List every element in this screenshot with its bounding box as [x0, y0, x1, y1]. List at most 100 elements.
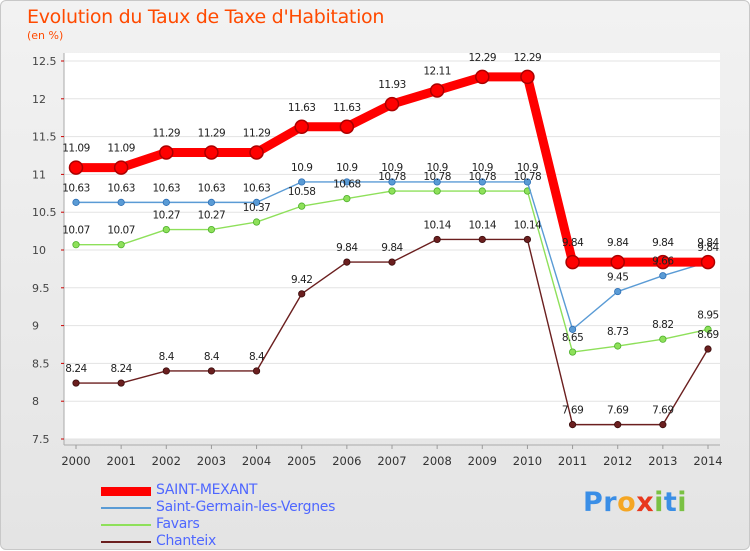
data-point — [388, 178, 396, 186]
data-label: 9.45 — [607, 272, 628, 284]
x-tick-label: 2009 — [468, 454, 497, 468]
data-point — [433, 187, 441, 195]
data-point — [162, 367, 170, 375]
data-label: 10.9 — [381, 162, 402, 174]
x-tick-label: 2003 — [197, 454, 226, 468]
data-label: 10.63 — [243, 182, 271, 194]
data-label: 8.24 — [65, 363, 87, 375]
data-point — [614, 287, 622, 296]
chart-subtitle: (en %) — [27, 29, 64, 42]
data-point — [249, 145, 264, 160]
plot-area — [64, 53, 720, 439]
data-point — [433, 178, 441, 186]
x-tick-label: 2002 — [152, 454, 181, 468]
data-label: 12.29 — [469, 52, 497, 64]
data-point — [610, 254, 625, 270]
data-point — [204, 145, 219, 160]
x-tick-label: 2011 — [558, 454, 587, 468]
logo-letter: P — [583, 487, 604, 518]
data-label: 11.29 — [153, 127, 181, 139]
data-label: 8.65 — [562, 332, 583, 344]
data-point — [478, 187, 486, 195]
data-point — [659, 421, 667, 429]
data-label: 10.78 — [514, 171, 542, 183]
x-tick-label: 2001 — [107, 454, 136, 468]
data-point — [520, 69, 535, 85]
data-point — [343, 194, 351, 203]
logo-letter: i — [654, 487, 664, 518]
data-label: 10.9 — [517, 162, 538, 174]
data-label: 11.63 — [333, 102, 361, 114]
x-tick-label: 2005 — [287, 454, 316, 468]
legend-swatch — [101, 486, 151, 496]
data-point — [568, 421, 577, 429]
data-point — [162, 225, 170, 234]
data-point — [523, 235, 532, 244]
logo-letter: t — [663, 487, 678, 518]
x-tick-label: 2008 — [423, 454, 452, 468]
data-point — [207, 225, 216, 234]
data-point — [68, 160, 84, 175]
data-point — [614, 342, 622, 350]
data-point — [478, 178, 486, 186]
data-label: 10.14 — [469, 219, 497, 231]
data-label: 9.42 — [291, 274, 312, 286]
data-label: 7.69 — [607, 405, 628, 417]
data-label: 12.11 — [423, 65, 451, 77]
data-label: 11.93 — [378, 79, 406, 91]
data-point — [659, 272, 667, 280]
data-point — [339, 119, 355, 135]
data-point — [343, 258, 351, 266]
x-tick-label: 2010 — [513, 454, 542, 468]
x-tick-label: 2014 — [693, 454, 722, 468]
y-tick-label: 10.5 — [32, 206, 57, 219]
y-tick-label: 9.5 — [32, 282, 50, 295]
x-tick-label: 2006 — [332, 454, 361, 468]
y-tick-label: 11 — [32, 168, 46, 181]
line-chart: 7.5 8 8.5 9 9.5 10 10.5 11 11.5 12 12.5 2000 2001 200… — [32, 52, 723, 468]
data-point — [72, 241, 80, 249]
data-label: 10.9 — [426, 162, 447, 174]
data-label: 8.73 — [607, 326, 628, 338]
data-point — [298, 290, 306, 298]
y-tick-label: 10 — [32, 244, 46, 257]
data-label: 10.07 — [62, 225, 90, 237]
y-tick-label: 11.5 — [32, 131, 57, 144]
x-tick-label: 2007 — [377, 454, 406, 468]
data-label: 10.78 — [378, 171, 406, 183]
x-tick-label: 2004 — [242, 454, 271, 468]
data-label: 8.69 — [697, 329, 718, 341]
data-point — [117, 198, 125, 206]
data-point — [704, 325, 712, 333]
y-tick-label: 12.5 — [32, 55, 57, 68]
data-point — [523, 178, 532, 186]
data-label: 9.84 — [607, 237, 629, 249]
y-tick-label: 12 — [32, 93, 46, 106]
data-label: 10.63 — [153, 182, 181, 194]
data-point — [388, 258, 396, 266]
x-tick-label: 2013 — [648, 454, 677, 468]
data-label: 9.84 — [381, 242, 403, 254]
chart-title: Evolution du Taux de Taxe d'Habitation — [27, 6, 385, 28]
data-point — [475, 69, 490, 85]
data-point — [298, 202, 306, 210]
data-label: 9.84 — [336, 242, 358, 254]
data-label: 9.84 — [652, 237, 674, 249]
logo-letter: x — [636, 487, 655, 518]
data-point — [117, 379, 125, 387]
data-point — [72, 198, 80, 206]
data-label: 11.29 — [243, 127, 271, 139]
logo-letter: r — [603, 487, 618, 518]
data-point — [117, 241, 125, 249]
data-point — [252, 218, 261, 226]
data-label: 11.09 — [107, 143, 135, 155]
y-tick-label: 9 — [32, 320, 39, 333]
data-label: 10.9 — [291, 162, 312, 174]
data-point — [704, 345, 712, 353]
data-point — [655, 254, 671, 270]
logo-letter: o — [617, 487, 637, 518]
data-label: 10.14 — [514, 219, 542, 231]
x-tick-label: 2012 — [603, 454, 632, 468]
data-label: 7.69 — [652, 405, 673, 417]
